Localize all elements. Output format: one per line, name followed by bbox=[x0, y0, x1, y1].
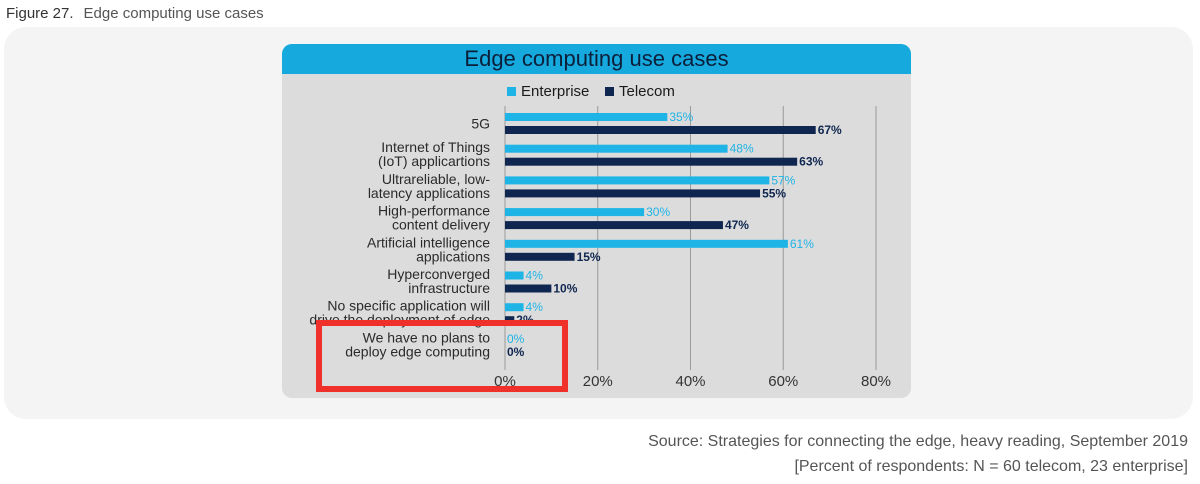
x-tick-label: 60% bbox=[768, 373, 798, 390]
data-label: 0% bbox=[507, 332, 525, 346]
data-label: 48% bbox=[730, 142, 754, 156]
data-label: 47% bbox=[725, 218, 749, 232]
data-label: 55% bbox=[762, 186, 786, 200]
category-label: content delivery bbox=[392, 217, 490, 233]
x-tick-label: 0% bbox=[494, 373, 516, 390]
figure-number: Figure 27. bbox=[6, 5, 74, 22]
category-label: infrastructure bbox=[408, 280, 490, 296]
data-label: 15% bbox=[577, 250, 601, 264]
category-label: applications bbox=[416, 248, 490, 264]
category-label: latency applications bbox=[368, 185, 490, 201]
data-label: 63% bbox=[799, 155, 823, 169]
source-line: Source: Strategies for connecting the ed… bbox=[648, 433, 1188, 450]
bar-telecom bbox=[505, 126, 816, 134]
bar-telecom bbox=[505, 189, 761, 198]
category-label: No specific application will bbox=[327, 298, 490, 314]
figure-title: Edge computing use cases bbox=[83, 5, 264, 22]
figure-caption: Figure 27. Edge computing use cases bbox=[6, 5, 264, 22]
category-label: We have no plans to bbox=[363, 329, 491, 345]
bar-enterprise bbox=[505, 113, 668, 121]
source-note: Source: Strategies for connecting the ed… bbox=[648, 429, 1188, 479]
bar-telecom bbox=[505, 221, 723, 230]
bar-enterprise bbox=[505, 176, 770, 185]
data-label: 10% bbox=[553, 282, 577, 296]
bar-enterprise bbox=[505, 208, 645, 217]
data-label: 0% bbox=[507, 345, 525, 359]
x-tick-label: 20% bbox=[583, 373, 613, 390]
bar-enterprise bbox=[505, 303, 524, 312]
legend-label: Telecom bbox=[619, 83, 675, 100]
legend-swatch bbox=[507, 87, 516, 96]
category-label: deploy edge computing bbox=[345, 343, 490, 359]
x-tick-label: 80% bbox=[861, 373, 891, 390]
data-label: 4% bbox=[526, 300, 544, 314]
data-label: 35% bbox=[669, 110, 693, 124]
highlight-box bbox=[316, 320, 568, 392]
category-label: Internet of Things bbox=[381, 139, 490, 155]
legend-swatch bbox=[605, 87, 614, 96]
category-label: Hyperconverged bbox=[387, 266, 490, 282]
chart-title: Edge computing use cases bbox=[282, 44, 911, 74]
bar-telecom bbox=[505, 157, 798, 166]
respondents-line: [Percent of respondents: N = 60 telecom,… bbox=[794, 458, 1188, 475]
category-label: (IoT) applicartions bbox=[378, 153, 490, 169]
bar-enterprise bbox=[505, 144, 728, 153]
bar-telecom bbox=[505, 284, 552, 293]
category-label: Ultrareliable, low- bbox=[382, 171, 490, 187]
bar-enterprise bbox=[505, 271, 524, 280]
category-label: Artificial intelligence bbox=[367, 234, 490, 250]
legend-label: Enterprise bbox=[521, 83, 589, 100]
data-label: 57% bbox=[771, 173, 795, 187]
bar-telecom bbox=[505, 252, 575, 261]
category-label: High-performance bbox=[378, 203, 490, 219]
category-label: 5G bbox=[471, 116, 490, 132]
data-label: 67% bbox=[818, 123, 842, 137]
data-label: 61% bbox=[790, 237, 814, 251]
data-label: 4% bbox=[526, 269, 544, 283]
x-tick-label: 40% bbox=[675, 373, 705, 390]
bar-enterprise bbox=[505, 239, 788, 248]
data-label: 30% bbox=[646, 205, 670, 219]
